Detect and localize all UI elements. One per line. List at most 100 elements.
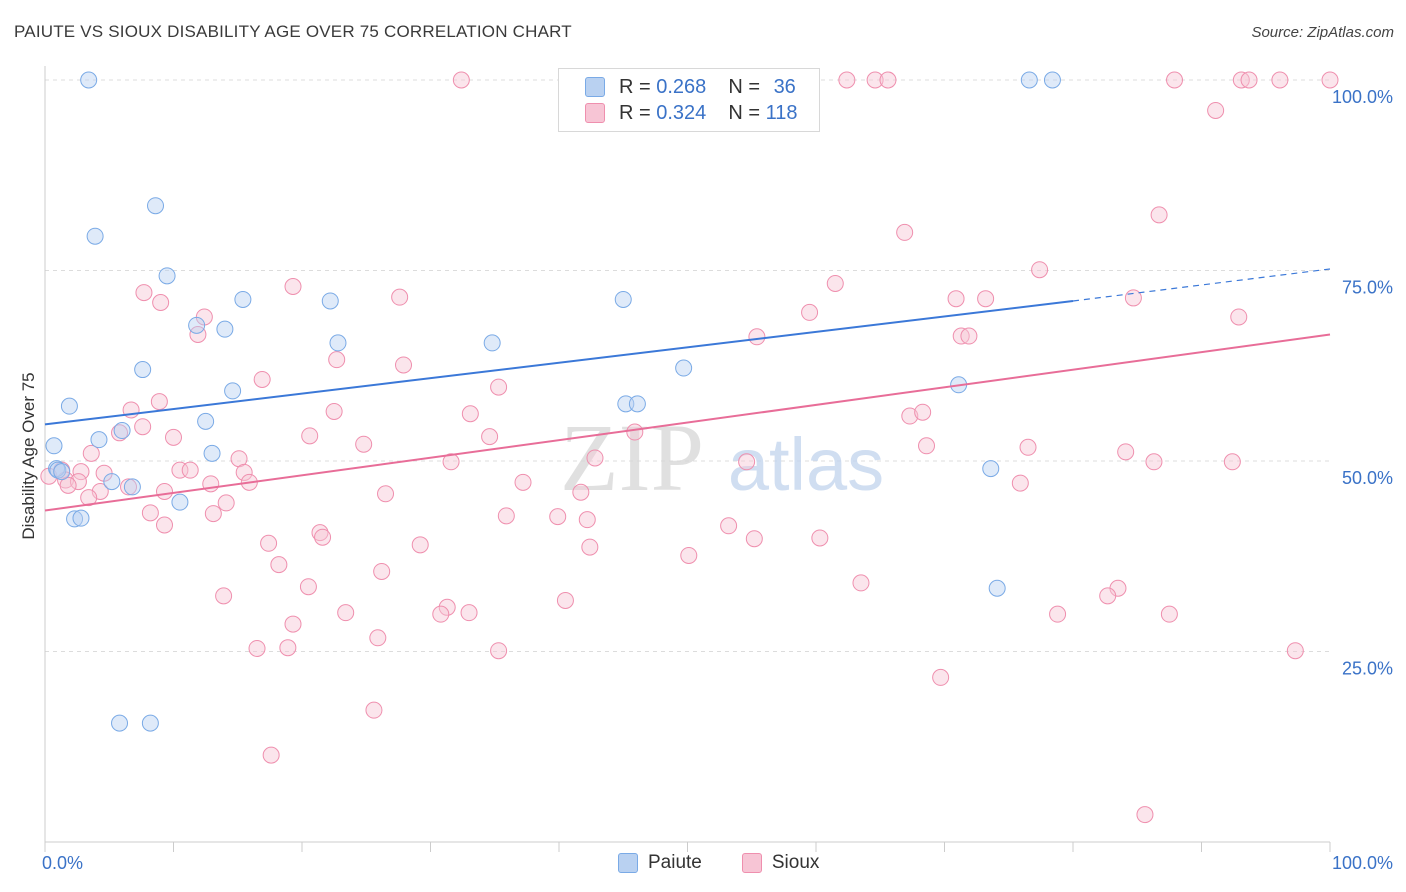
legend-r-value: 0.324: [656, 101, 707, 124]
point-sioux: [680, 546, 698, 564]
point-paiute: [617, 395, 635, 413]
legend-n-value: 36: [773, 75, 796, 98]
point-paiute: [123, 478, 141, 496]
point-paiute: [147, 197, 165, 215]
point-sioux: [217, 494, 235, 512]
point-sioux: [442, 453, 460, 471]
point-paiute: [483, 334, 501, 352]
point-sioux: [720, 517, 738, 535]
point-sioux: [1145, 453, 1163, 471]
point-sioux: [235, 463, 253, 481]
point-paiute: [224, 382, 242, 400]
point-sioux: [395, 356, 413, 374]
point-paiute: [113, 422, 131, 440]
point-sioux: [896, 223, 914, 241]
y-tick-label: 25.0%: [1342, 659, 1393, 679]
point-sioux: [826, 274, 844, 292]
point-sioux: [284, 278, 302, 296]
point-sioux: [947, 290, 965, 308]
x-tick-label: 0.0%: [42, 853, 83, 873]
point-sioux: [1150, 206, 1168, 224]
point-sioux: [1136, 806, 1154, 824]
point-sioux: [355, 435, 373, 453]
point-sioux: [578, 511, 596, 529]
point-sioux: [960, 327, 978, 345]
watermark: ZIP atlas: [560, 404, 884, 511]
point-paiute: [1043, 71, 1061, 89]
point-sioux: [748, 328, 766, 346]
point-sioux: [141, 504, 159, 522]
chart-title: PAIUTE VS SIOUX DISABILITY AGE OVER 75 C…: [14, 22, 572, 41]
point-paiute: [66, 510, 84, 528]
legend-n-value: 118: [765, 101, 798, 124]
point-sioux: [325, 402, 343, 420]
point-sioux: [460, 604, 478, 622]
point-sioux: [165, 428, 182, 446]
point-sioux: [135, 284, 153, 302]
point-sioux: [1321, 71, 1339, 89]
point-sioux: [369, 629, 387, 647]
point-sioux: [914, 403, 932, 421]
point-sioux: [1031, 261, 1049, 279]
point-sioux: [284, 615, 302, 633]
point-sioux: [811, 529, 829, 547]
point-paiute: [321, 292, 339, 310]
legend-r-label: R =: [619, 101, 657, 124]
point-sioux: [866, 71, 884, 89]
point-paiute: [234, 290, 252, 308]
source-label: Source: ZipAtlas.com: [1251, 24, 1394, 41]
point-sioux: [490, 642, 508, 660]
x-tick-label: 100.0%: [1332, 853, 1393, 873]
point-paiute: [158, 267, 176, 285]
legend-row-sioux: R = 0.324 N = 118: [585, 101, 797, 125]
point-sioux: [852, 574, 870, 592]
y-tick-label: 75.0%: [1342, 278, 1393, 298]
point-sioux: [328, 351, 346, 369]
point-sioux: [514, 473, 532, 491]
point-sioux: [311, 524, 329, 542]
point-paiute: [86, 227, 104, 245]
point-sioux: [1230, 308, 1248, 326]
point-paiute: [111, 714, 129, 732]
point-sioux: [438, 598, 456, 616]
point-sioux: [801, 303, 819, 321]
point-paiute: [103, 473, 121, 491]
point-paiute: [53, 463, 71, 481]
point-paiute: [171, 493, 189, 511]
point-sioux: [918, 437, 936, 455]
point-sioux: [901, 407, 919, 425]
point-sioux: [248, 639, 266, 657]
series-name-paiute: Paiute: [648, 852, 702, 873]
point-sioux: [270, 556, 288, 574]
point-sioux: [189, 326, 207, 344]
point-sioux: [1049, 605, 1067, 623]
point-sioux: [549, 508, 567, 526]
point-sioux: [134, 418, 152, 436]
series-legend: Paiute Sioux: [618, 852, 859, 874]
series-swatch-sioux: [741, 853, 762, 873]
point-paiute: [982, 460, 1000, 478]
point-sioux: [1011, 474, 1029, 492]
point-sioux: [253, 370, 271, 388]
point-paiute: [628, 395, 646, 413]
legend-swatch-paiute: [585, 77, 605, 97]
point-sioux: [72, 463, 90, 481]
point-paiute: [188, 316, 206, 334]
point-sioux: [626, 423, 644, 441]
point-sioux: [1117, 443, 1135, 461]
trend-line-sioux: [44, 333, 1331, 512]
point-sioux: [745, 530, 763, 548]
point-sioux: [432, 605, 450, 623]
point-sioux: [1166, 71, 1184, 89]
point-sioux: [391, 288, 409, 306]
point-paiute: [197, 412, 215, 430]
point-sioux: [299, 578, 317, 596]
point-paiute: [60, 397, 78, 415]
point-sioux: [738, 453, 756, 471]
watermark-zip: ZIP: [560, 404, 704, 511]
point-sioux: [314, 528, 332, 546]
point-sioux: [337, 604, 355, 622]
point-sioux: [572, 483, 590, 501]
correlation-legend: R = 0.268 N = 36 R = 0.324 N = 118: [558, 68, 820, 132]
legend-r-label: R =: [619, 75, 657, 98]
